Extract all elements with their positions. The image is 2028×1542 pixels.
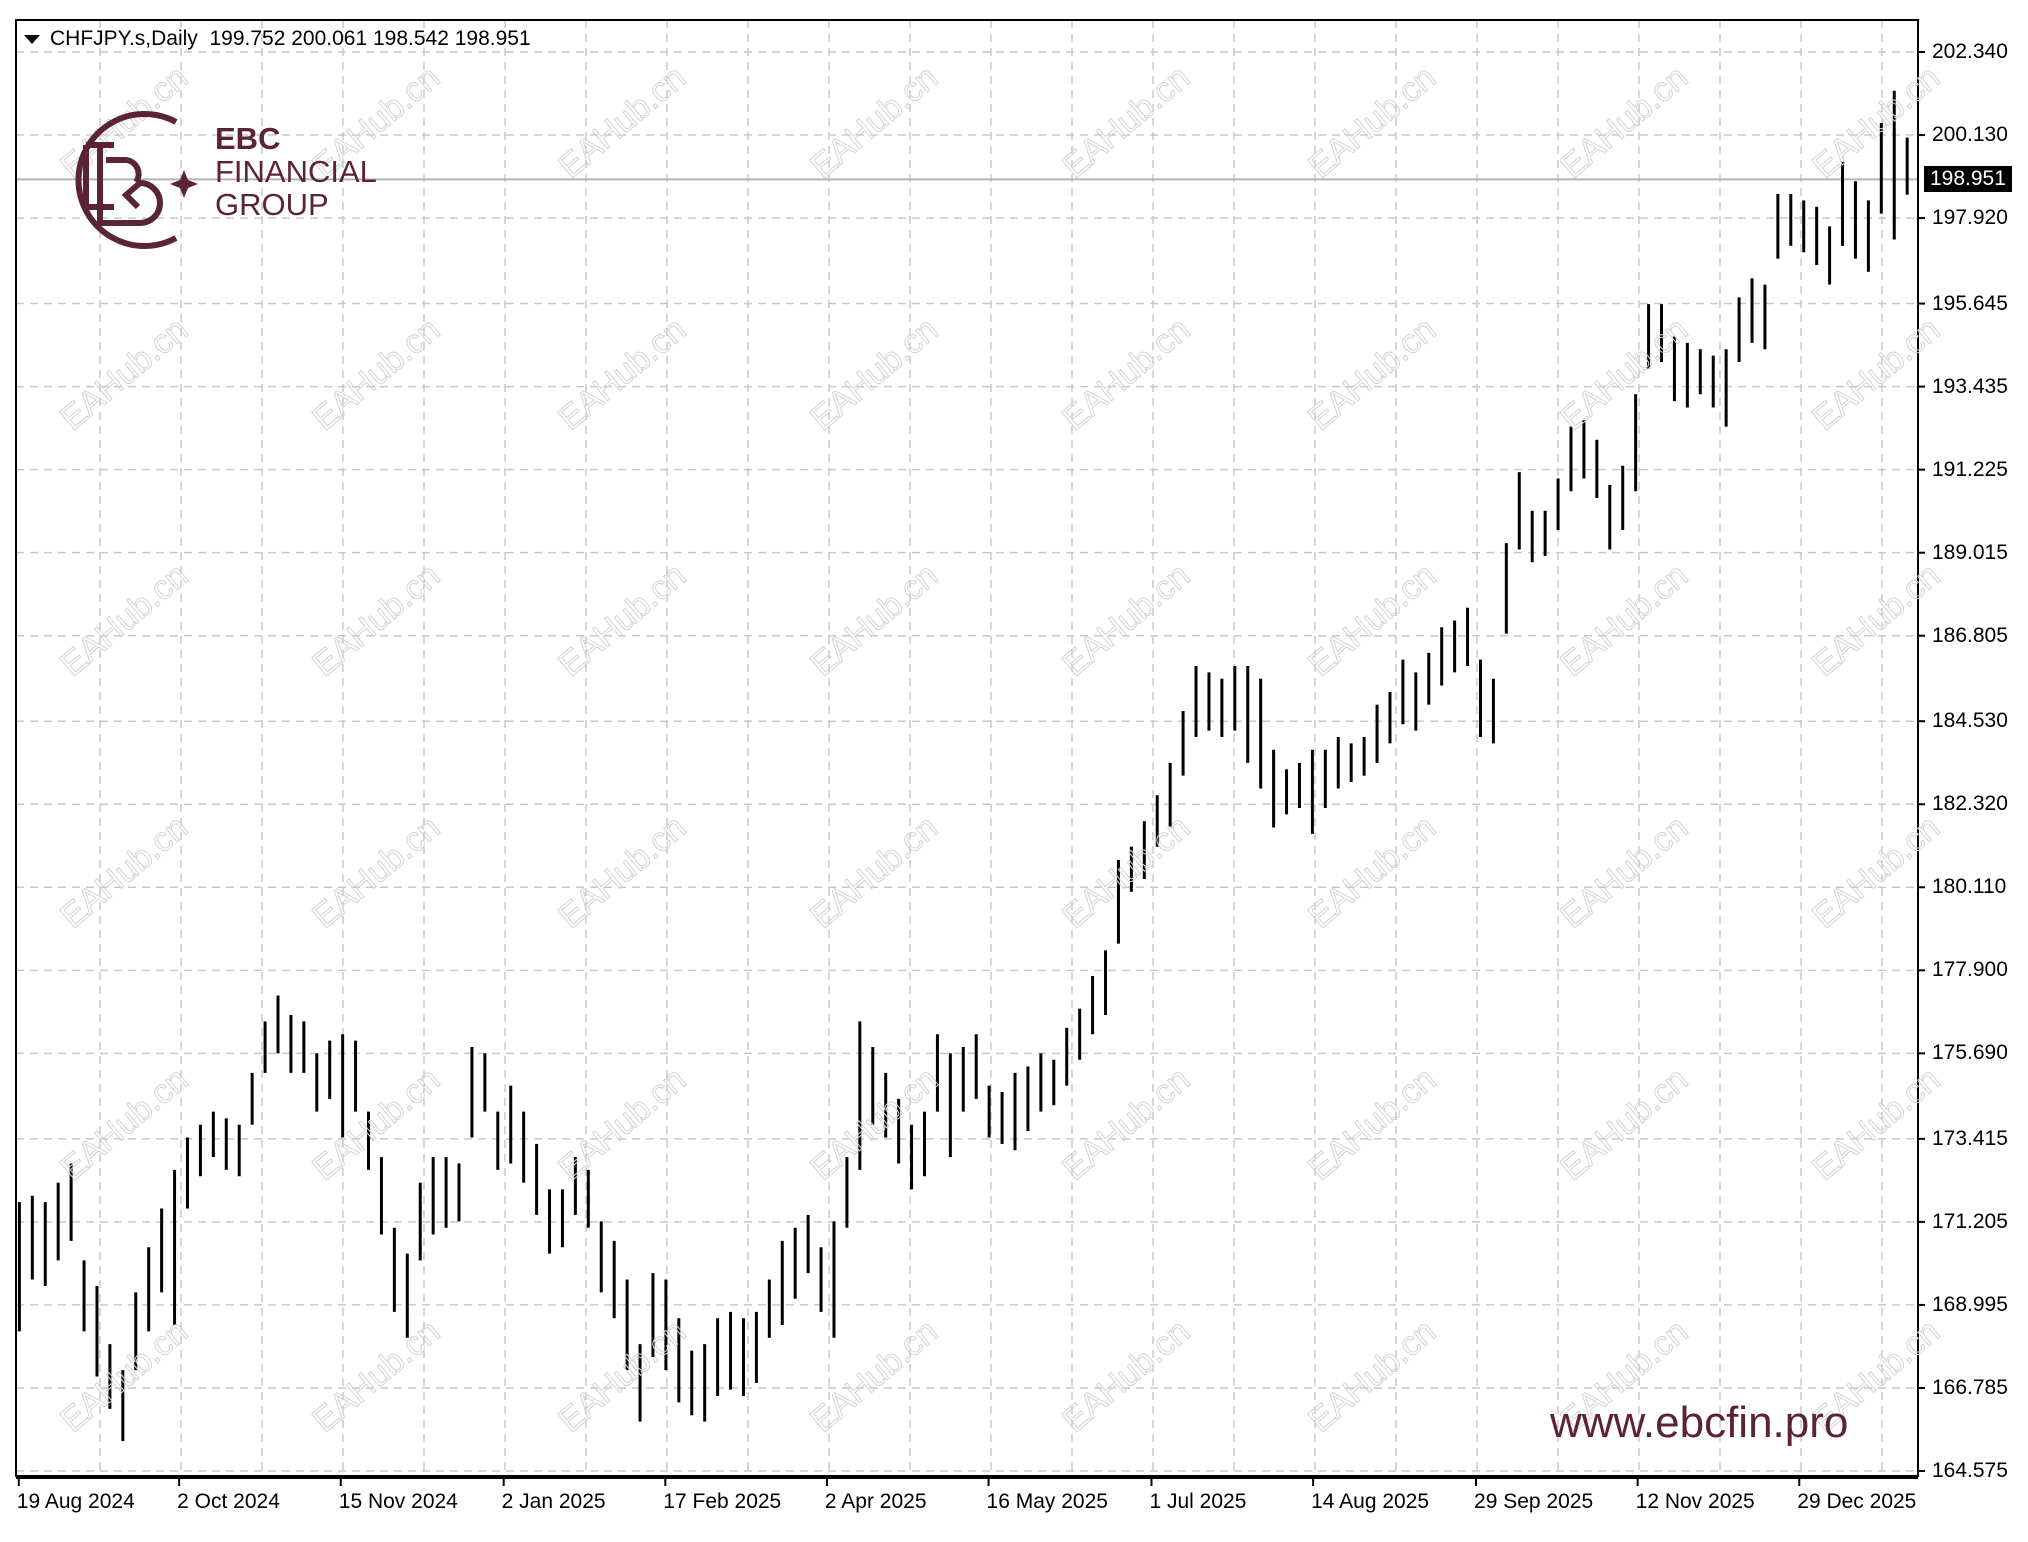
plot-frame [15,19,1919,1477]
logo-text-group: GROUP [215,187,329,222]
price-tick-label: 164.575 [1932,1459,2008,1482]
time-tick-label: 2 Oct 2024 [177,1490,280,1513]
symbol-label: CHFJPY.s,Daily [50,27,198,50]
dropdown-triangle-icon[interactable] [24,34,40,44]
price-tick-label: 171.205 [1932,1209,2008,1233]
time-tick-label: 19 Aug 2024 [16,1490,135,1513]
time-tick-label: 2 Apr 2025 [824,1490,927,1513]
time-tick-label: 1 Jul 2025 [1149,1490,1247,1513]
time-tick-label: 29 Sep 2025 [1474,1490,1594,1513]
time-tick-label: 16 May 2025 [986,1490,1108,1513]
time-tick-label: 17 Feb 2025 [663,1490,782,1513]
price-tick-label: 175.690 [1932,1041,2008,1065]
chart-title: CHFJPY.s,Daily 199.752 200.061 198.542 1… [24,27,531,51]
time-tick-label: 2 Jan 2025 [501,1490,606,1513]
ohlc-values: 199.752 200.061 198.542 198.951 [209,27,531,50]
current-price-label: 198.951 [1924,166,2012,193]
logo-text-financial: FINANCIAL [215,154,377,189]
price-tick-label: 184.530 [1932,709,2008,733]
price-tick-label: 202.340 [1932,40,2008,63]
price-tick-label: 191.225 [1932,457,2008,481]
price-tick-label: 193.435 [1932,374,2008,398]
price-tick-label: 166.785 [1932,1375,2008,1399]
price-tick-label: 189.015 [1932,540,2008,564]
website-watermark: www.ebcfin.pro [1550,1398,1849,1447]
price-tick-label: 195.645 [1932,291,2008,315]
ebc-logo-icon [75,111,198,249]
price-tick-label: 168.995 [1932,1292,2008,1316]
time-tick-label: 29 Dec 2025 [1797,1490,1917,1513]
time-tick-label: 12 Nov 2025 [1635,1490,1755,1513]
price-tick-label: 182.320 [1932,792,2008,816]
price-tick-label: 200.130 [1932,123,2008,147]
time-tick-label: 15 Nov 2024 [338,1490,458,1513]
price-tick-label: 197.920 [1932,206,2008,230]
price-tick-label: 177.900 [1932,958,2008,982]
price-tick-label: 173.415 [1932,1126,2008,1150]
logo-text-ebc: EBC [215,121,281,156]
price-tick-label: 186.805 [1932,623,2008,647]
time-tick-label: 14 Aug 2025 [1311,1490,1430,1513]
price-tick-label: 180.110 [1932,875,2007,899]
